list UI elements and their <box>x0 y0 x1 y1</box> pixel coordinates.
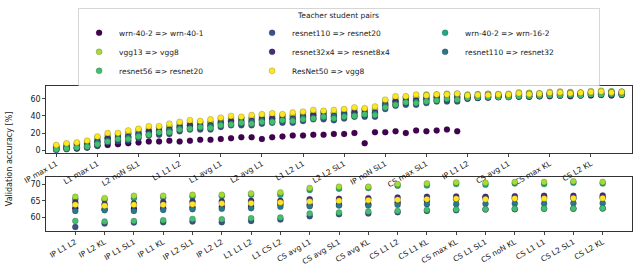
svg-text:CS L1 L1: CS L1 L1 <box>514 237 547 261</box>
svg-text:L2 L2 SL1: L2 L2 SL1 <box>311 159 347 185</box>
svg-text:CS L1 SL1: CS L1 SL1 <box>451 237 488 264</box>
svg-text:vgg13 => vgg8: vgg13 => vgg8 <box>119 48 179 57</box>
svg-text:60: 60 <box>30 213 40 222</box>
svg-text:CS max KL: CS max KL <box>513 159 553 187</box>
svg-text:Teacher student pairs: Teacher student pairs <box>297 11 379 20</box>
svg-text:CS avg L1: CS avg L1 <box>475 159 512 186</box>
svg-text:70: 70 <box>30 180 40 189</box>
svg-text:resnet32x4 => resnet8x4: resnet32x4 => resnet8x4 <box>292 48 390 57</box>
svg-text:CS noN KL: CS noN KL <box>480 237 519 265</box>
svg-text:20: 20 <box>30 129 40 138</box>
svg-text:wrn-40-2 => wrn-16-2: wrn-40-2 => wrn-16-2 <box>465 29 550 38</box>
svg-text:L2 avg L1: L2 avg L1 <box>229 159 265 185</box>
svg-text:L1 CS L2: L1 CS L2 <box>250 237 283 261</box>
svg-text:CS avg KL: CS avg KL <box>334 237 372 264</box>
svg-text:IP L1 KL: IP L1 KL <box>136 237 167 260</box>
svg-text:CS L1 KL: CS L1 KL <box>397 237 431 262</box>
svg-text:IP L1 L2: IP L1 L2 <box>440 159 470 182</box>
svg-text:IP max L1: IP max L1 <box>23 159 60 185</box>
svg-text:60: 60 <box>30 95 40 104</box>
svg-text:L1 L1 L2: L1 L1 L2 <box>151 159 183 183</box>
svg-text:65: 65 <box>30 197 40 206</box>
svg-text:CS L2 SL1: CS L2 SL1 <box>539 237 576 264</box>
svg-text:IP L1 L2: IP L1 L2 <box>48 237 78 260</box>
svg-text:IP L2 KL: IP L2 KL <box>77 237 108 260</box>
svg-text:wrn-40-2 => wrn-40-1: wrn-40-2 => wrn-40-1 <box>119 29 204 38</box>
svg-text:L1 L2 L1: L1 L2 L1 <box>274 159 306 183</box>
svg-text:IP L2 SL1: IP L2 SL1 <box>161 237 195 262</box>
svg-text:CS L2 KL: CS L2 KL <box>573 237 607 262</box>
svg-text:resnet110 => resnet20: resnet110 => resnet20 <box>292 29 381 38</box>
svg-text:L2 noN SL1: L2 noN SL1 <box>100 159 141 188</box>
svg-text:CS max SL1: CS max SL1 <box>386 159 430 189</box>
svg-text:ResNet50 => vgg8: ResNet50 => vgg8 <box>292 67 364 76</box>
svg-text:resnet56 => resnet20: resnet56 => resnet20 <box>119 67 203 76</box>
svg-text:L1 max L1: L1 max L1 <box>62 159 100 186</box>
svg-text:0: 0 <box>36 146 41 155</box>
svg-text:L1 L1 L2: L1 L1 L2 <box>222 237 254 261</box>
svg-text:CS avg L1: CS avg L1 <box>276 237 313 264</box>
svg-text:CS max KL: CS max KL <box>420 237 460 265</box>
svg-text:CS avg SL1: CS avg SL1 <box>301 237 342 266</box>
svg-text:IP noN SL1: IP noN SL1 <box>349 159 388 187</box>
svg-text:CS L1 L2: CS L1 L2 <box>368 237 401 261</box>
svg-text:40: 40 <box>30 112 40 121</box>
svg-text:CS L2 KL: CS L2 KL <box>561 159 595 184</box>
svg-text:Validation accuracy [%]: Validation accuracy [%] <box>5 112 14 207</box>
svg-text:IP L1 SL1: IP L1 SL1 <box>103 237 137 262</box>
svg-text:IP L2 L2: IP L2 L2 <box>195 237 225 260</box>
svg-text:resnet110 => resnet32: resnet110 => resnet32 <box>465 48 554 57</box>
svg-text:L1 avg L1: L1 avg L1 <box>188 159 224 185</box>
